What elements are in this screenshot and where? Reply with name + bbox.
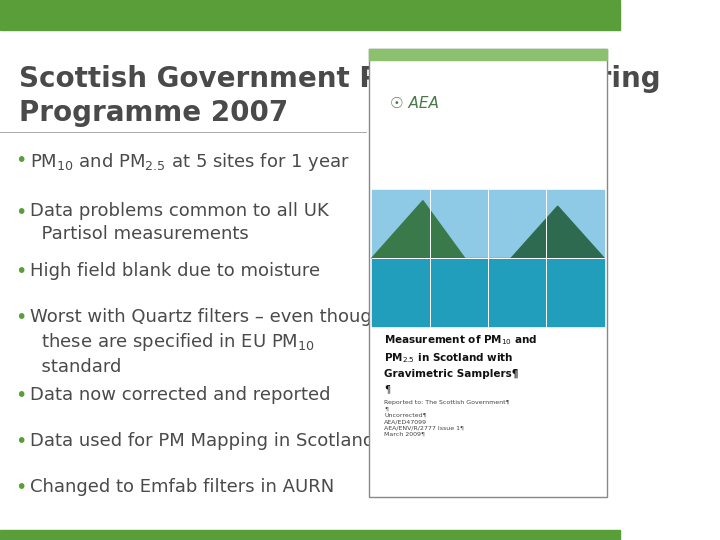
Bar	[372, 258, 604, 327]
Text: •: •	[16, 202, 27, 221]
Polygon shape	[511, 206, 604, 258]
Polygon shape	[372, 201, 464, 258]
Text: PM$_{10}$ and PM$_{2.5}$ at 5 sites for 1 year: PM$_{10}$ and PM$_{2.5}$ at 5 sites for …	[30, 151, 349, 173]
Text: Measurement of PM$_{10}$ and
PM$_{2.5}$ in Scotland with
Gravimetric Samplers¶: Measurement of PM$_{10}$ and PM$_{2.5}$ …	[384, 333, 538, 379]
Text: Changed to Emfab filters in AURN: Changed to Emfab filters in AURN	[30, 478, 334, 496]
Text: High field blank due to moisture: High field blank due to moisture	[30, 262, 320, 280]
Text: Data problems common to all UK
  Partisol measurements: Data problems common to all UK Partisol …	[30, 202, 328, 244]
Text: •: •	[16, 432, 27, 451]
Bar	[372, 190, 604, 258]
Text: Worst with Quartz filters – even though
  these are specified in EU PM$_{10}$
  : Worst with Quartz filters – even though …	[30, 308, 383, 376]
Text: ¶: ¶	[384, 384, 390, 395]
Text: Data used for PM Mapping in Scotland: Data used for PM Mapping in Scotland	[30, 432, 374, 450]
Text: •: •	[16, 308, 27, 327]
Text: Reported to: The Scottish Government¶
¶
Uncorrected¶
AEA/ED47099
AEA/ENV/R/2777 : Reported to: The Scottish Government¶ ¶ …	[384, 401, 510, 436]
Bar	[0, 530, 620, 540]
FancyBboxPatch shape	[369, 49, 607, 497]
Text: •: •	[16, 151, 27, 170]
Text: Data now corrected and reported: Data now corrected and reported	[30, 386, 330, 404]
Text: •: •	[16, 478, 27, 497]
Text: •: •	[16, 262, 27, 281]
Text: ☉ AEA: ☉ AEA	[390, 96, 439, 111]
Bar	[0, 0, 620, 30]
Text: Scottish Government Partisol Monitoring
Programme 2007: Scottish Government Partisol Monitoring …	[19, 65, 660, 127]
Bar	[369, 49, 607, 60]
Text: •: •	[16, 386, 27, 405]
